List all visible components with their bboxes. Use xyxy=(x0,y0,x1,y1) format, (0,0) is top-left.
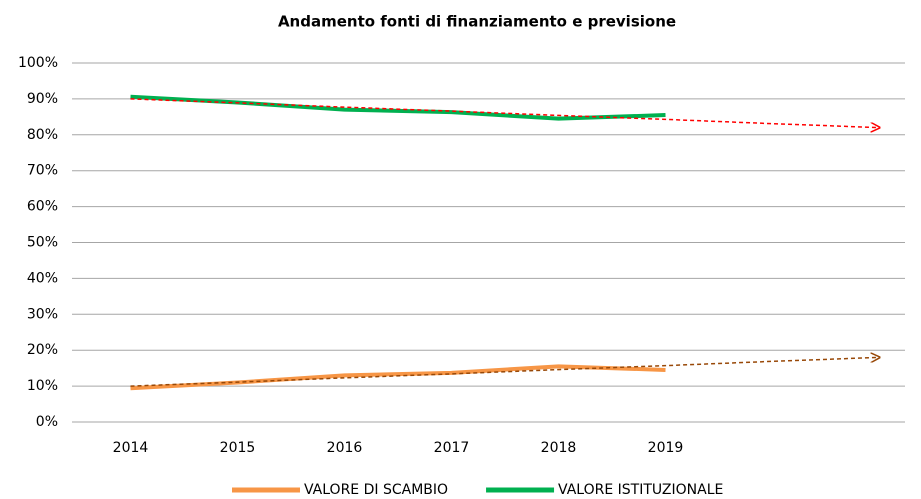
x-tick-label: 2019 xyxy=(648,440,684,456)
legend-label: VALORE DI SCAMBIO xyxy=(304,482,448,498)
series-line xyxy=(130,364,666,391)
y-tick-label: 10% xyxy=(27,378,58,394)
y-tick-label: 30% xyxy=(27,306,58,322)
chart-title: Andamento fonti di finanziamento e previ… xyxy=(278,13,676,31)
x-tick-label: 2016 xyxy=(327,440,363,456)
y-tick-label: 80% xyxy=(27,127,58,143)
y-tick-label: 70% xyxy=(27,163,58,179)
series-line xyxy=(130,94,666,121)
x-tick-label: 2017 xyxy=(434,440,470,456)
x-tick-label: 2018 xyxy=(541,440,577,456)
y-tick-label: 40% xyxy=(27,270,58,286)
y-tick-label: 90% xyxy=(27,91,58,107)
trend-line xyxy=(130,98,880,128)
y-tick-label: 60% xyxy=(27,199,58,215)
x-tick-label: 2015 xyxy=(220,440,256,456)
y-tick-label: 50% xyxy=(27,235,58,251)
x-tick-label: 2014 xyxy=(113,440,149,456)
y-tick-label: 100% xyxy=(18,55,58,71)
y-tick-label: 20% xyxy=(27,342,58,358)
legend-label: VALORE ISTITUZIONALE xyxy=(558,482,723,498)
y-tick-label: 0% xyxy=(36,414,58,430)
trend-line xyxy=(130,357,880,387)
